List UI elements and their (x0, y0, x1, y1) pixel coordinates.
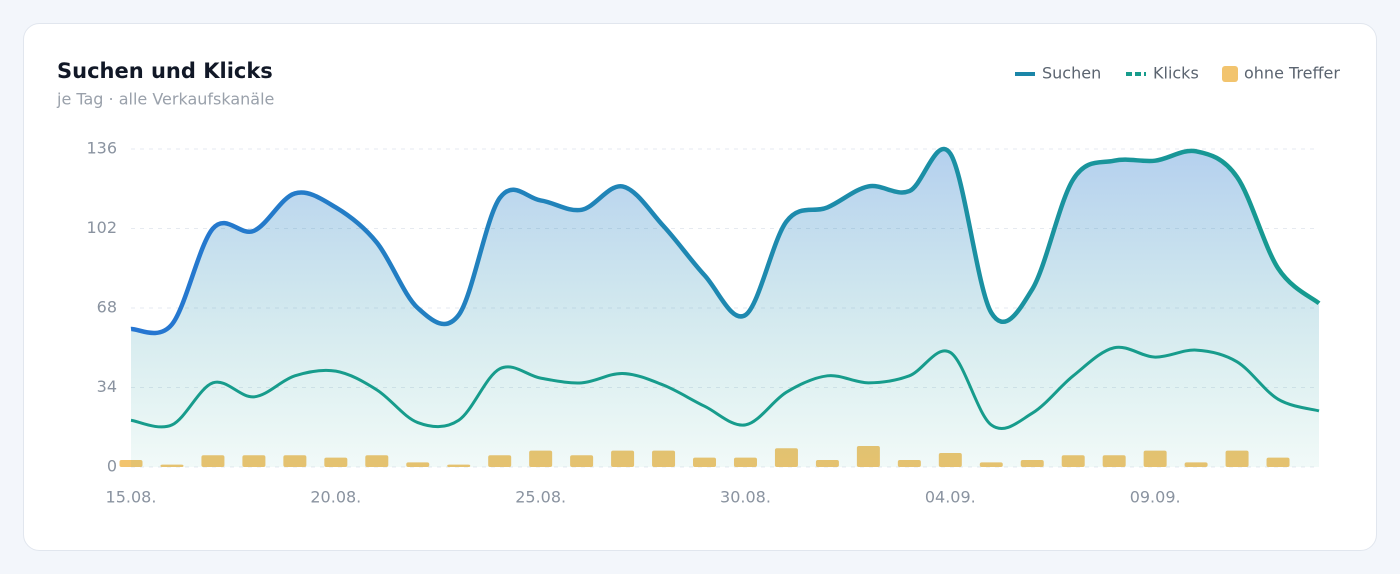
x-tick-label: 30.08. (720, 488, 771, 507)
legend-label: Suchen (1042, 64, 1101, 83)
area (131, 149, 1319, 467)
legend-label: ohne Treffer (1244, 64, 1340, 83)
y-tick-label: 102 (86, 218, 117, 237)
x-tick-label: 09.09. (1130, 488, 1181, 507)
legend-swatch (1222, 66, 1238, 82)
x-tick-label: 25.08. (515, 488, 566, 507)
line (130, 147, 1321, 336)
chart-title: Suchen und Klicks (57, 59, 273, 83)
x-tick-label: 15.08. (106, 488, 157, 507)
y-tick-label: 68 (97, 298, 117, 317)
chart-subtitle: je Tag · alle Verkaufskanäle (56, 90, 274, 109)
x-tick-label: 04.09. (925, 488, 976, 507)
y-tick-label: 34 (97, 377, 117, 396)
x-tick-label: 20.08. (310, 488, 361, 507)
legend-label: Klicks (1153, 64, 1199, 83)
y-tick-label: 136 (86, 139, 117, 158)
line (130, 345, 1320, 430)
legend: Suchen Klicks ohne Treffer (1015, 64, 1340, 83)
y-tick-label: 0 (107, 457, 117, 476)
